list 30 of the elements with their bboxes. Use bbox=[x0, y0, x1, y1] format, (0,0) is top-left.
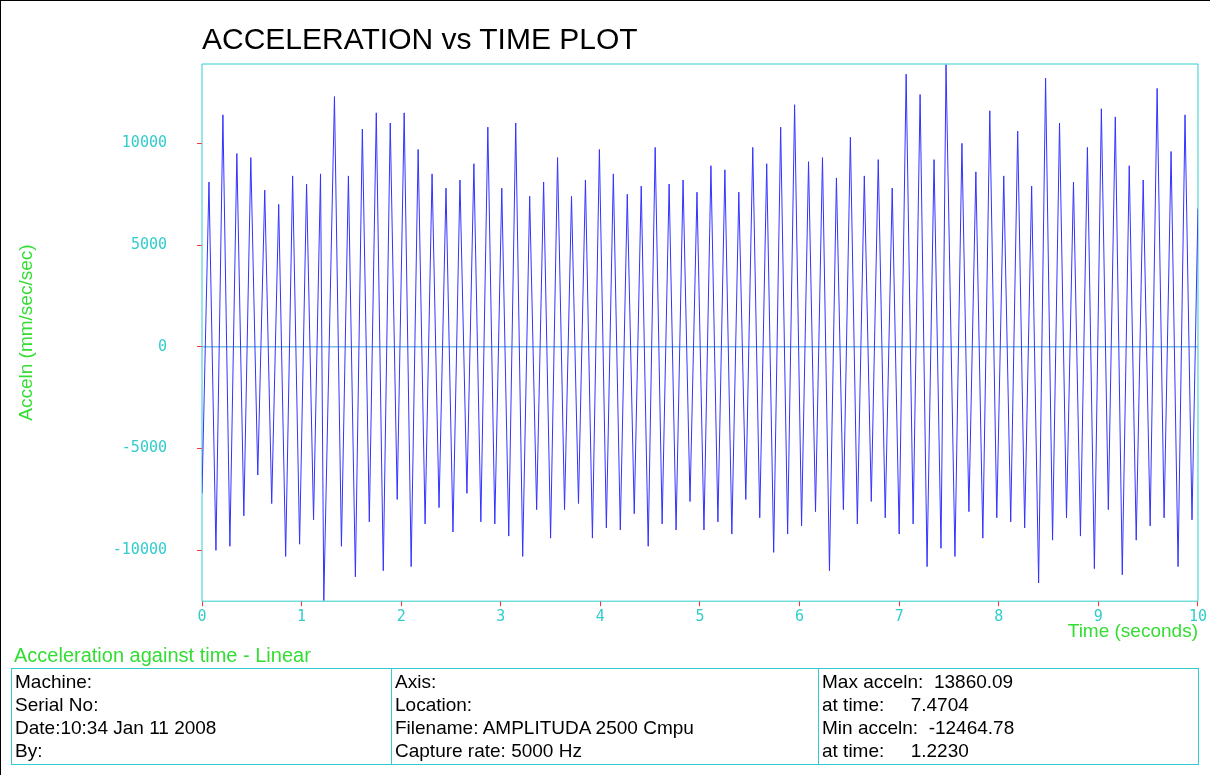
text: By: bbox=[15, 739, 44, 762]
text: Date:10:34 Jan 11 2008 bbox=[15, 716, 218, 739]
chart-title: ACCELERATION vs TIME PLOT bbox=[202, 22, 638, 56]
text: Location: bbox=[395, 693, 474, 716]
x-tick-label: 3 bbox=[496, 607, 506, 626]
x-tick-label: 4 bbox=[595, 607, 605, 626]
y-tick-label: -5000 bbox=[121, 438, 167, 457]
x-tick-label: 0 bbox=[197, 607, 207, 626]
x-tick-label: 7 bbox=[894, 607, 904, 626]
x-tick-label: 8 bbox=[994, 607, 1004, 626]
x-tick-label: 1 bbox=[297, 607, 307, 626]
x-tick-label: 9 bbox=[1093, 607, 1103, 626]
x-tick-label: 5 bbox=[695, 607, 705, 626]
y-axis-title: Acceln (mm/sec/sec) bbox=[14, 244, 36, 421]
text: Serial No: bbox=[15, 693, 100, 716]
y-tick-label: -10000 bbox=[112, 540, 167, 559]
x-tick-label: 2 bbox=[396, 607, 406, 626]
text: Max acceln: 13860.09 bbox=[822, 670, 1015, 693]
text: Axis: bbox=[395, 670, 438, 693]
text: Machine: bbox=[15, 670, 94, 693]
text: at time: 1.2230 bbox=[822, 739, 970, 762]
text: at time: 7.4704 bbox=[822, 693, 970, 716]
y-tick-label: 5000 bbox=[130, 234, 167, 253]
x-tick-label: 6 bbox=[795, 607, 805, 626]
text: Filename: AMPLITUDA 2500 Cmpu bbox=[395, 716, 695, 739]
text: Capture rate: 5000 Hz bbox=[395, 739, 583, 762]
y-tick-label: 0 bbox=[157, 336, 167, 355]
text: Acceleration against time - Linear bbox=[14, 643, 311, 667]
text: Min acceln: -12464.78 bbox=[822, 716, 1016, 739]
y-tick-label: 10000 bbox=[121, 133, 167, 152]
